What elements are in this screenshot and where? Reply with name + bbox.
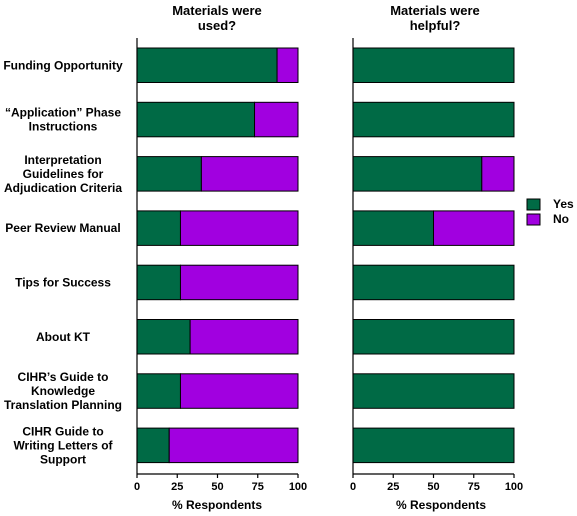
legend-label-yes: Yes bbox=[553, 197, 574, 211]
panel-used-title-line-1: Materials were bbox=[172, 3, 262, 18]
bar-helpful-yes-3 bbox=[352, 210, 434, 246]
bar-used-no-4 bbox=[179, 264, 299, 301]
bar-used-yes-1 bbox=[136, 101, 256, 138]
bar-used-yes-6 bbox=[136, 373, 181, 409]
bar-used-no-5 bbox=[189, 319, 299, 355]
category-label-6-line-0: CIHR’s Guide to bbox=[18, 370, 109, 384]
category-labels: Funding Opportunity“Application” PhaseIn… bbox=[3, 58, 123, 466]
bar-used-no-0 bbox=[276, 47, 299, 83]
x-tick-label-used-0: 0 bbox=[134, 481, 140, 493]
bar-used-yes-2 bbox=[136, 156, 202, 192]
category-label-3-line-0: Peer Review Manual bbox=[5, 221, 120, 235]
bar-used-no-6 bbox=[179, 373, 299, 409]
panel-used-x-axis-title: % Respondents bbox=[172, 498, 262, 512]
panel-helpful-x-ticks: 0 25 50 75 100 bbox=[350, 474, 523, 493]
bar-used-no-2 bbox=[200, 156, 299, 192]
category-label-7-line-0: CIHR Guide to bbox=[22, 424, 103, 438]
bar-used-no-3 bbox=[179, 210, 299, 246]
legend: Yes No bbox=[526, 197, 574, 226]
bar-helpful-no-2 bbox=[481, 156, 515, 192]
bar-used-yes-0 bbox=[136, 47, 278, 83]
bar-used-yes-7 bbox=[136, 427, 170, 464]
x-tick-label-used-2: 50 bbox=[211, 481, 223, 493]
x-tick-label-helpful-0: 0 bbox=[350, 481, 356, 493]
category-label-7-line-2: Support bbox=[40, 452, 86, 466]
x-tick-label-helpful-4: 100 bbox=[505, 481, 523, 493]
x-tick-label-helpful-2: 50 bbox=[427, 481, 439, 493]
bar-used-no-7 bbox=[168, 427, 299, 464]
category-label-4-line-0: Tips for Success bbox=[15, 275, 111, 289]
panel-used-title-line-2: used? bbox=[198, 18, 236, 33]
x-tick-label-used-3: 75 bbox=[252, 481, 264, 493]
x-tick-label-helpful-3: 75 bbox=[468, 481, 480, 493]
category-label-2-line-0: Interpretation bbox=[24, 153, 101, 167]
category-label-0-line-0: Funding Opportunity bbox=[3, 58, 123, 72]
x-tick-label-used-1: 25 bbox=[171, 481, 183, 493]
bar-helpful-no-3 bbox=[433, 210, 515, 246]
legend-swatch-yes bbox=[526, 198, 541, 211]
bar-helpful-yes-4 bbox=[352, 264, 515, 301]
panel-used: Materials were used? 0 25 50 75 100 % Respon… bbox=[134, 3, 307, 512]
panel-helpful-title-line-1: Materials were bbox=[390, 3, 480, 18]
legend-swatch-no bbox=[526, 213, 541, 226]
bar-helpful-yes-2 bbox=[352, 156, 483, 192]
panel-helpful-title-line-2: helpful? bbox=[410, 18, 461, 33]
bar-helpful-yes-7 bbox=[352, 427, 515, 464]
bar-helpful-yes-0 bbox=[352, 47, 515, 83]
category-label-2-line-2: Adjudication Criteria bbox=[4, 181, 122, 195]
category-label-5-line-0: About KT bbox=[36, 330, 91, 344]
panel-used-x-ticks: 0 25 50 75 100 bbox=[134, 474, 307, 493]
bar-helpful-yes-1 bbox=[352, 101, 515, 138]
bar-used-yes-5 bbox=[136, 319, 191, 355]
panel-helpful-bars bbox=[352, 47, 515, 464]
category-label-7-line-1: Writing Letters of bbox=[13, 438, 113, 452]
category-label-1-line-1: Instructions bbox=[29, 120, 98, 134]
panel-helpful: Materials were helpful? 0 25 50 75 100 % Res… bbox=[350, 3, 523, 512]
panel-helpful-x-axis-title: % Respondents bbox=[396, 498, 486, 512]
x-tick-label-used-4: 100 bbox=[289, 481, 307, 493]
category-label-6-line-1: Knowledge bbox=[31, 384, 95, 398]
bar-helpful-yes-6 bbox=[352, 373, 515, 409]
legend-label-no: No bbox=[553, 212, 569, 226]
bar-used-yes-4 bbox=[136, 264, 181, 301]
panel-used-bars bbox=[136, 47, 299, 464]
x-tick-label-helpful-1: 25 bbox=[387, 481, 399, 493]
bar-used-yes-3 bbox=[136, 210, 181, 246]
bar-used-no-1 bbox=[254, 101, 299, 138]
bar-helpful-yes-5 bbox=[352, 319, 515, 355]
category-label-1-line-0: “Application” Phase bbox=[5, 106, 121, 120]
category-label-6-line-2: Translation Planning bbox=[4, 398, 122, 412]
category-label-2-line-1: Guidelines for bbox=[23, 167, 104, 181]
